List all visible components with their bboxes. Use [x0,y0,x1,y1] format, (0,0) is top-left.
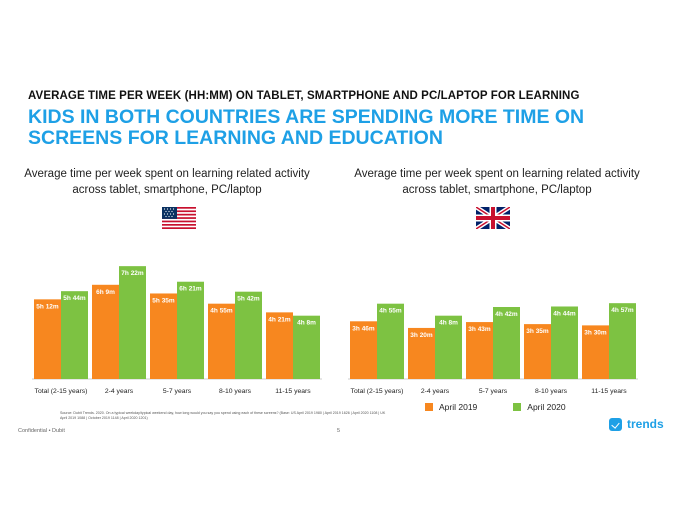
bar-data-label: 5h 42m [237,296,260,303]
bar-data-label: 3h 46m [352,325,375,332]
bar-data-label: 6h 9m [96,289,115,296]
bar-april-2019 [466,322,493,379]
bar-data-label: 5h 12m [36,303,59,310]
bar-data-label: 4h 8m [297,320,316,327]
brand-name: trends [627,417,664,431]
bar-data-label: 6h 21m [179,286,202,293]
uk-flag-icon [476,207,510,229]
bar-april-2019 [150,293,177,379]
bar-data-label: 4h 57m [611,307,634,314]
bar-april-2020 [293,315,320,379]
headline: KIDS IN BOTH COUNTRIES ARE SPENDING MORE… [28,106,585,149]
bar-data-label: 3h 35m [526,328,549,335]
bar-data-label: 4h 55m [379,308,402,315]
bar-data-label: 7h 22m [121,270,144,277]
bar-april-2020 [551,306,578,379]
bar-data-label: 3h 30m [584,329,607,336]
x-tick-label: Total (2-15 years) [35,388,88,395]
bar-data-label: 5h 35m [152,297,175,304]
us-bar-chart: 5h 12m 5h 44m Total (2-15 years) 6h 9m 7h 22… [32,266,322,395]
kicker-title: AVERAGE TIME PER WEEK (HH:MM) ON TABLET,… [28,90,580,102]
bar-april-2019 [34,299,61,379]
x-tick-label: 5-7 years [479,388,508,395]
bar-data-label: 3h 20m [410,332,433,339]
bar-april-2020 [493,307,520,379]
legend-item-april-2020: April 2020 [513,402,566,412]
legend-label: April 2020 [527,402,566,412]
bar-april-2019 [524,324,551,379]
x-tick-label: 5-7 years [163,388,192,395]
bar-april-2019 [582,325,609,379]
bar-april-2019 [350,321,377,379]
bar-april-2020 [377,303,404,379]
bar-data-label: 4h 21m [268,316,291,323]
checkmark-logo-icon [609,417,622,431]
legend-swatch-orange [425,403,433,411]
brand-logo: trends [609,417,664,431]
uk-chart-subtitle: Average time per week spent on learning … [354,168,640,196]
x-tick-label: 11-15 years [275,388,311,395]
x-tick-label: 2-4 years [421,388,450,395]
bar-april-2020 [435,315,462,379]
bar-april-2020 [609,303,636,379]
x-tick-label: 8-10 years [535,388,568,395]
bar-april-2019 [208,303,235,379]
x-tick-label: Total (2-15 years) [351,388,404,395]
legend: April 2019 April 2020 [425,402,566,412]
bar-april-2020 [235,291,262,379]
legend-item-april-2019: April 2019 [425,402,477,412]
bar-april-2019 [266,312,293,379]
bar-data-label: 4h 42m [495,311,518,318]
bar-data-label: 4h 55m [210,308,233,315]
source-note: Source: Dubit Trends. 2020. On a typical… [60,411,386,420]
bar-data-label: 4h 44m [553,310,576,317]
uk-bar-chart: 3h 46m 4h 55m Total (2-15 years) 3h 20m 4h 8… [348,303,638,395]
bar-april-2020 [177,281,204,379]
x-tick-label: 8-10 years [219,388,252,395]
bar-april-2019 [92,284,119,379]
bar-april-2020 [61,291,88,379]
bar-data-label: 4h 8m [439,320,458,327]
bar-april-2019 [408,327,435,379]
us-flag-icon [162,207,196,229]
page-number: 5 [337,428,341,434]
us-chart-subtitle: Average time per week spent on learning … [24,168,310,196]
bar-april-2020 [119,266,146,379]
legend-label: April 2019 [439,402,478,412]
x-tick-label: 2-4 years [105,388,134,395]
bar-data-label: 5h 44m [63,295,86,302]
footer-confidential: Confidential • Dubit [18,428,65,434]
legend-swatch-green [513,403,522,411]
x-tick-label: 11-15 years [591,388,627,395]
bar-data-label: 3h 43m [468,326,491,333]
